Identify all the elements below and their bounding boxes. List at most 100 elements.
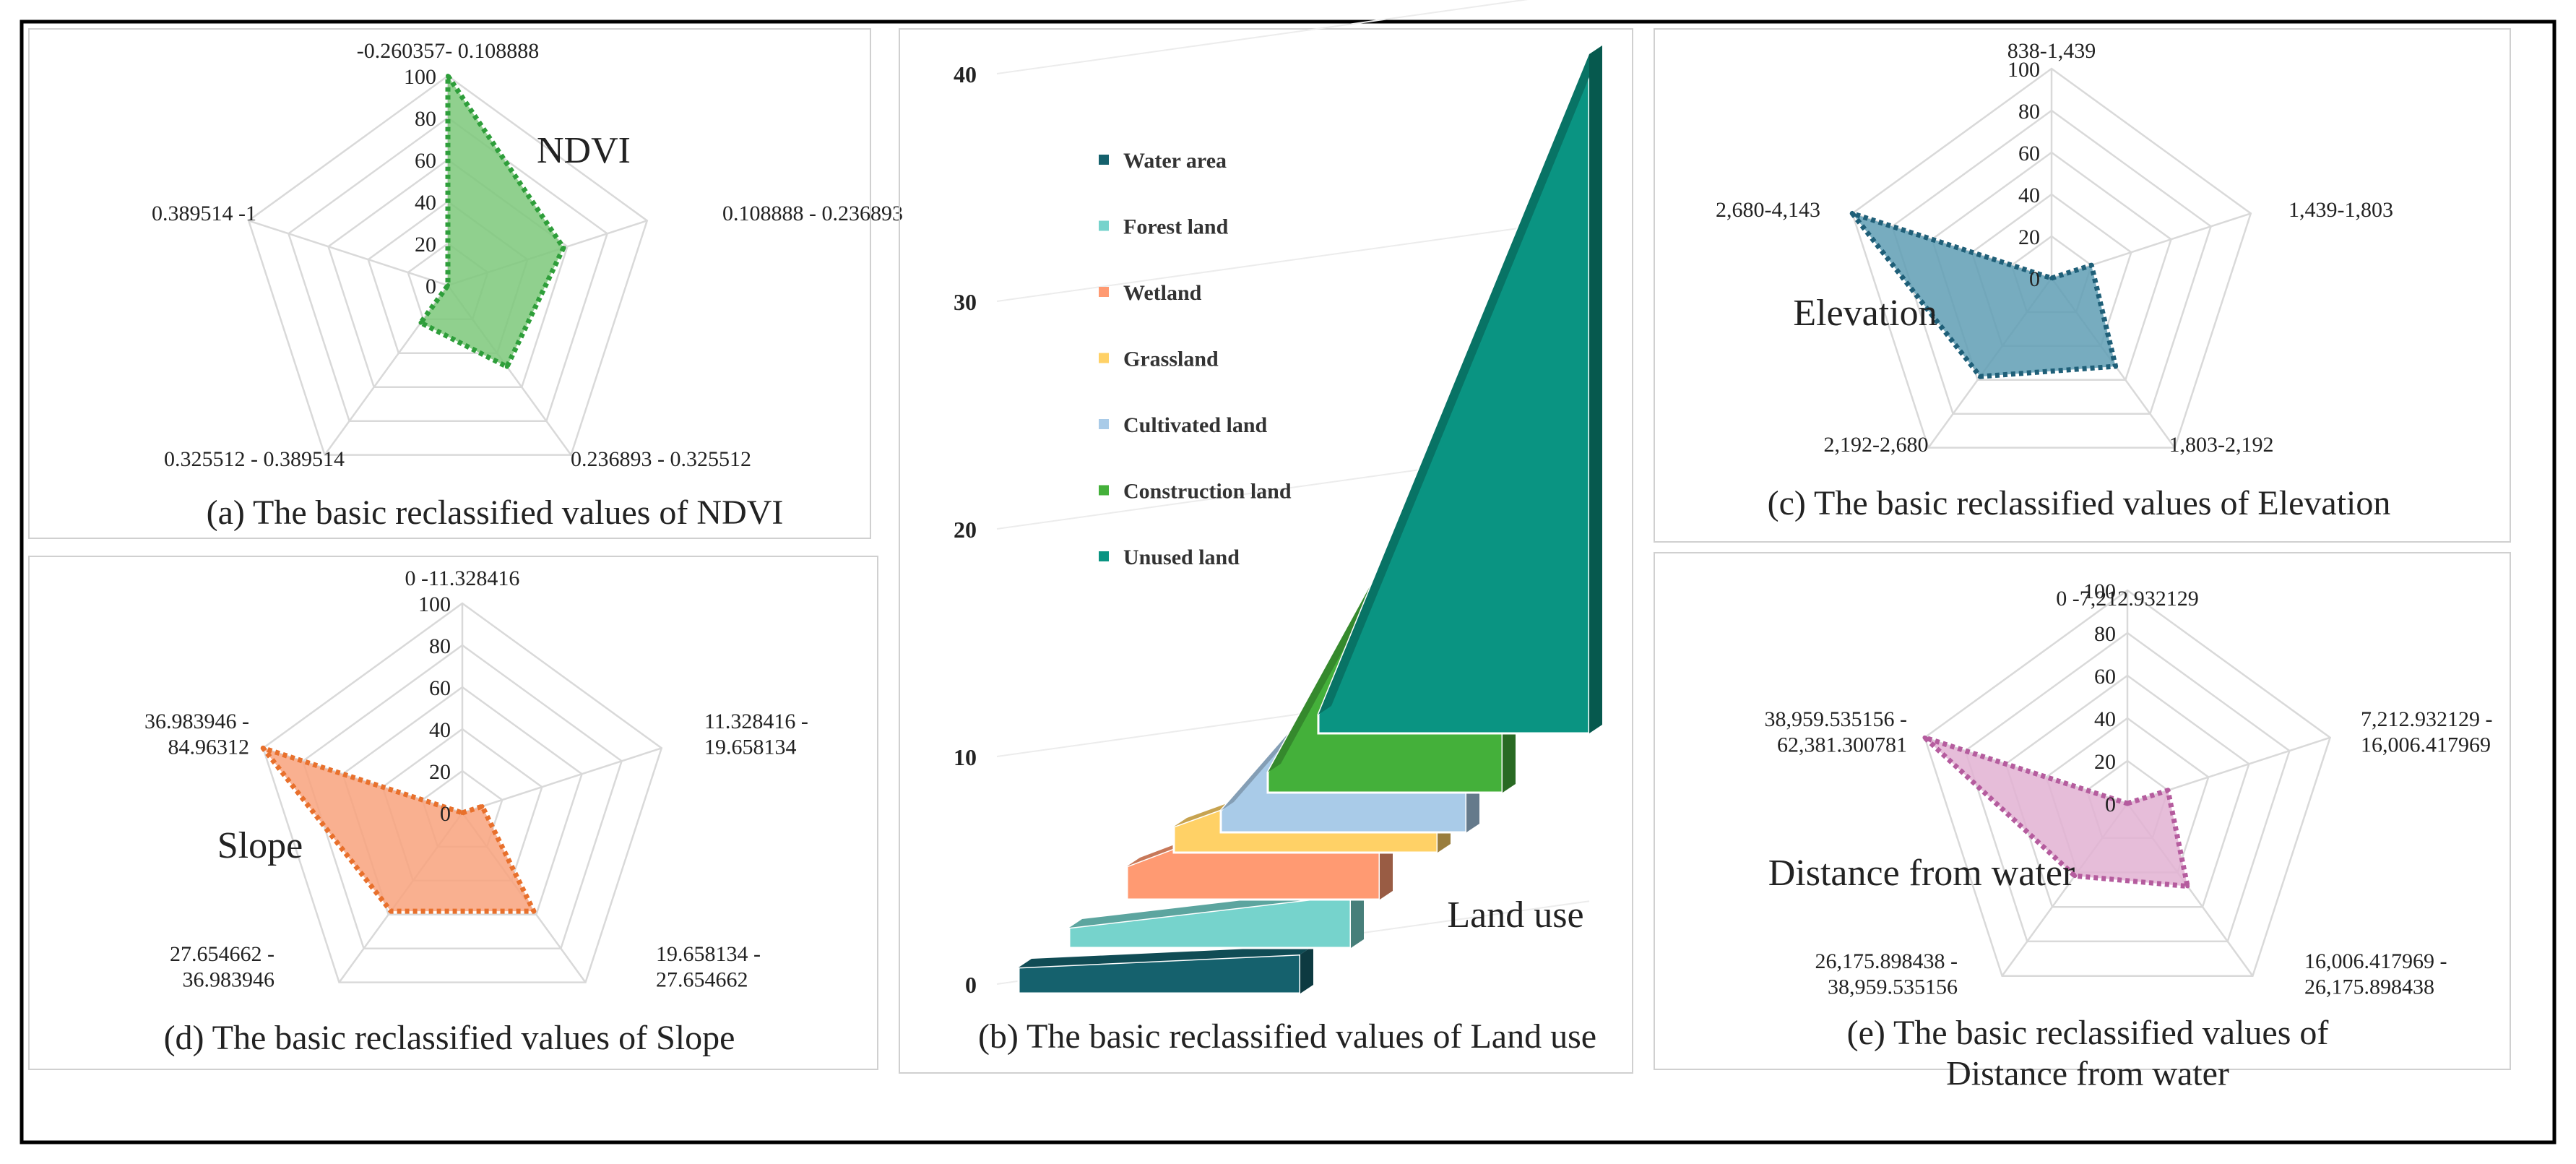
grid-ring bbox=[262, 602, 663, 983]
radar-tick-label: 40 bbox=[415, 191, 436, 215]
radar-series-area bbox=[1922, 735, 2190, 889]
radar-category-label-line: 62,381.300781 bbox=[1777, 733, 1907, 756]
legend-swatch bbox=[1099, 220, 1109, 231]
radar-series-area bbox=[260, 745, 537, 914]
radar-point bbox=[504, 364, 509, 369]
radar-tick-label: 60 bbox=[2094, 665, 2116, 689]
radar-category-label: 0.108888 - 0.236893 bbox=[722, 202, 903, 225]
radar-category-label-line: 19.658134 - bbox=[656, 942, 761, 966]
legend-label: Unused land bbox=[1123, 546, 1240, 569]
radar-category-label: 11.328416 -19.658134 bbox=[704, 710, 808, 759]
radar-tick-label: 20 bbox=[2018, 225, 2040, 249]
grid-ring bbox=[1890, 109, 2213, 415]
panel-caption-line: Distance from water bbox=[1946, 1055, 2229, 1093]
radar-category-label-line: 16,006.417969 - bbox=[2304, 949, 2447, 973]
radar-series-area bbox=[418, 73, 566, 370]
radar-category-label: 38,959.535156 -62,381.300781 bbox=[1765, 707, 1908, 756]
radar-tick-label: 100 bbox=[404, 65, 436, 89]
radar-tick-label: 20 bbox=[429, 760, 451, 784]
radar-category-label: 2,680-4,143 bbox=[1716, 198, 1820, 222]
y-tick-label: 30 bbox=[954, 289, 977, 315]
radar-point bbox=[2049, 276, 2054, 280]
legend-label: Cultivated land bbox=[1123, 413, 1268, 437]
radar-point bbox=[2166, 788, 2171, 793]
radar-category-label-line: 26,175.898438 - bbox=[1815, 949, 1958, 973]
bar3d-side bbox=[1351, 886, 1364, 948]
radar-category-label: 1,439-1,803 bbox=[2288, 198, 2393, 222]
radar-point bbox=[2073, 874, 2078, 879]
radar-category-label: 19.658134 -27.654662 bbox=[656, 942, 761, 991]
grid-line bbox=[996, 217, 1590, 302]
y-tick-label: 20 bbox=[954, 517, 977, 543]
radar-category-label: 36.983946 -84.96312 bbox=[144, 710, 249, 759]
radar-point bbox=[446, 74, 450, 78]
legend-label: Construction land bbox=[1123, 480, 1292, 504]
radar-tick-label: 0 bbox=[2105, 793, 2116, 816]
radar-tick-label: 40 bbox=[2094, 707, 2116, 731]
radar-title: Elevation bbox=[1793, 293, 1937, 334]
radar-category-label-line: 36.983946 bbox=[183, 967, 275, 991]
radar-tick-label: 100 bbox=[418, 592, 451, 616]
radar-category-label-line: 38,959.535156 bbox=[1828, 975, 1958, 999]
radar-category-label: 1,803-2,192 bbox=[2169, 433, 2274, 457]
radar-tick-label: 100 bbox=[2083, 579, 2116, 603]
grid-ring bbox=[301, 644, 623, 949]
radar-point bbox=[2113, 363, 2118, 368]
radar-tick-label: 0 bbox=[440, 802, 451, 826]
radar-point bbox=[561, 246, 566, 251]
radar-category-label: 0.325512 - 0.389514 bbox=[164, 447, 345, 471]
radar-title: Distance from water bbox=[1768, 853, 2075, 894]
radar-point bbox=[446, 283, 450, 288]
panel-caption: (c) The basic reclassified values of Ele… bbox=[1768, 484, 2391, 522]
radar-tick-label: 40 bbox=[2018, 184, 2040, 207]
radar-tick-label: 0 bbox=[2029, 267, 2040, 291]
panel-caption: (a) The basic reclassified values of NDV… bbox=[207, 493, 784, 532]
radar-category-label: 838-1,439 bbox=[2007, 39, 2096, 63]
radar-tick-label: 0 bbox=[425, 275, 436, 298]
radar-point bbox=[389, 909, 394, 914]
panel-border bbox=[1654, 552, 2511, 1070]
radar-category-label-line: 19.658134 bbox=[704, 735, 797, 759]
legend-swatch bbox=[1099, 551, 1109, 561]
radar-category-label: 7,212.932129 -16,006.417969 bbox=[2361, 707, 2493, 756]
y-tick-label: 40 bbox=[954, 61, 977, 87]
panel-caption: (d) The basic reclassified values of Slo… bbox=[164, 1019, 735, 1057]
radar-category-label-line: 11.328416 - bbox=[704, 710, 808, 733]
radar-category-label-line: 27.654662 - bbox=[170, 942, 275, 966]
legend-label: Water area bbox=[1123, 149, 1227, 173]
radar-category-label: 0 -11.328416 bbox=[405, 566, 520, 590]
panel-border bbox=[28, 28, 871, 539]
radar-series-area bbox=[1849, 210, 2119, 379]
radar-point bbox=[1922, 735, 1927, 740]
grid-spoke bbox=[248, 220, 449, 287]
grid-ring bbox=[1931, 151, 2172, 381]
radar-tick-label: 100 bbox=[2007, 58, 2040, 82]
radar-category-label: 2,192-2,680 bbox=[1824, 433, 1929, 457]
radar-point bbox=[418, 320, 423, 325]
radar-point bbox=[480, 804, 485, 809]
grid-ring bbox=[247, 74, 649, 456]
legend-swatch bbox=[1099, 485, 1109, 496]
radar-title: Slope bbox=[217, 825, 303, 866]
radar-point bbox=[261, 746, 266, 751]
panel-border bbox=[28, 556, 878, 1070]
radar-panel-a: 0 20 40 60 80 100-0.260357- 0.108888 0.108888 … bbox=[28, 28, 903, 539]
radar-tick-label: 60 bbox=[429, 676, 451, 700]
radar-category-label: 26,175.898438 -38,959.535156 bbox=[1815, 949, 1958, 999]
radar-title: NDVI bbox=[537, 130, 631, 171]
radar-category-label-line: 16,006.417969 bbox=[2361, 733, 2491, 756]
grid-ring bbox=[2005, 674, 2250, 908]
radar-category-label: 16,006.417969 -26,175.898438 bbox=[2304, 949, 2447, 999]
radar-tick-label: 80 bbox=[415, 107, 436, 131]
legend-swatch bbox=[1099, 155, 1109, 165]
radar-category-label: 0.236893 - 0.325512 bbox=[571, 447, 751, 471]
panel-caption: (e) The basic reclassified values of Dist… bbox=[1847, 1014, 2329, 1093]
legend-swatch bbox=[1099, 287, 1109, 297]
grid-spoke bbox=[462, 747, 662, 814]
panel-border bbox=[1654, 28, 2511, 543]
radar-tick-label: 20 bbox=[415, 233, 436, 256]
